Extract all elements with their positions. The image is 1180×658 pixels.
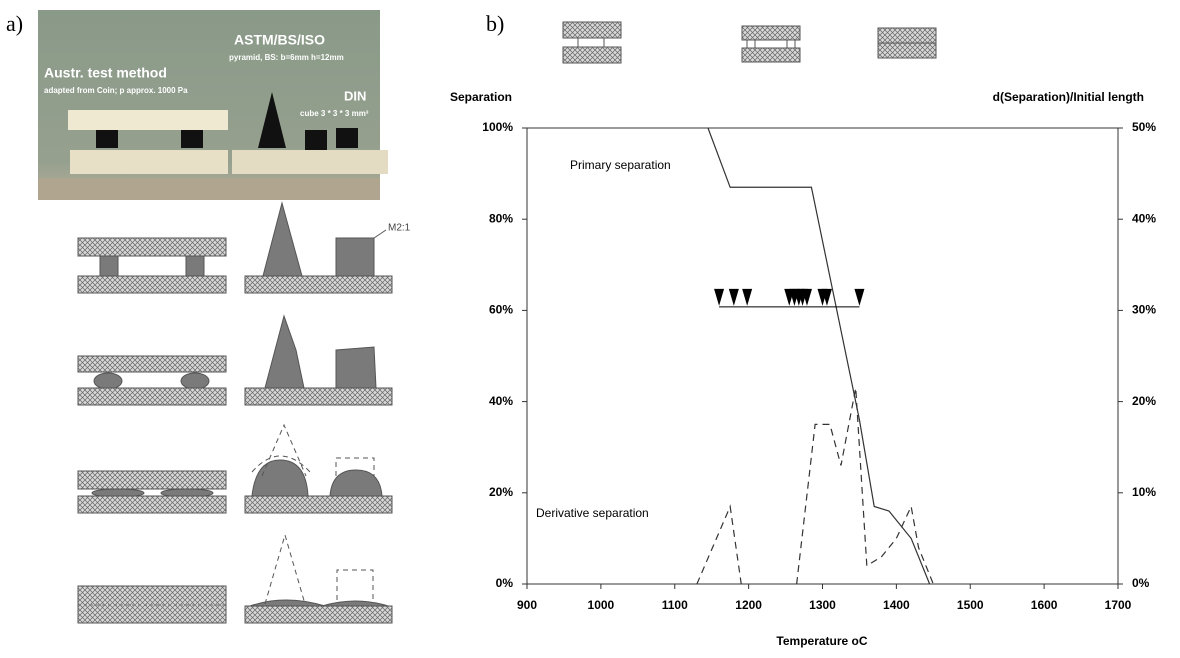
marker bbox=[728, 288, 739, 306]
panel-label: b) bbox=[486, 11, 504, 36]
y2-tick-label: 30% bbox=[1132, 303, 1156, 317]
diagrams: M2:1 bbox=[77, 201, 411, 624]
panel-label: a) bbox=[6, 11, 23, 36]
y-tick-label: 0% bbox=[496, 576, 514, 590]
photo-text: cube 3 * 3 * 3 mm³ bbox=[300, 109, 369, 118]
y2-tick-label: 10% bbox=[1132, 485, 1156, 499]
x-tick-label: 1000 bbox=[588, 598, 615, 612]
y2-tick-label: 0% bbox=[1132, 576, 1150, 590]
photo-text: adapted from Coin; p approx. 1000 Pa bbox=[44, 86, 188, 95]
x-tick-label: 1100 bbox=[662, 598, 688, 612]
y2-tick-label: 50% bbox=[1132, 120, 1156, 134]
scale-note: M2:1 bbox=[388, 223, 411, 234]
x-tick-label: 1400 bbox=[883, 598, 910, 612]
series-line bbox=[696, 387, 934, 585]
photo-text: ASTM/BS/ISO bbox=[234, 32, 325, 48]
x-tick-label: 900 bbox=[517, 598, 537, 612]
y2-tick-label: 20% bbox=[1132, 394, 1156, 408]
photo-text: DIN bbox=[344, 88, 366, 103]
photo: Austr. test method adapted from Coin; p … bbox=[38, 10, 388, 200]
y-tick-label: 60% bbox=[489, 303, 513, 317]
x-axis-title: Temperature oC bbox=[776, 634, 867, 648]
marker bbox=[854, 288, 865, 306]
y-tick-label: 80% bbox=[489, 211, 513, 225]
y-axis-title: Separation bbox=[450, 90, 512, 104]
x-tick-label: 1600 bbox=[1031, 598, 1058, 612]
chart: Separation d(Separation)/Initial length … bbox=[450, 90, 1156, 648]
setup-icons bbox=[562, 21, 937, 64]
y-tick-label: 20% bbox=[489, 485, 513, 499]
marker bbox=[742, 288, 753, 306]
photo-text: pyramid, BS: b=6mm h=12mm bbox=[229, 53, 344, 62]
x-tick-label: 1200 bbox=[735, 598, 762, 612]
y-tick-label: 40% bbox=[489, 394, 513, 408]
y-tick-label: 100% bbox=[482, 120, 513, 134]
annotation: Primary separation bbox=[570, 158, 671, 172]
marker bbox=[821, 288, 832, 306]
series-line bbox=[707, 127, 931, 585]
x-tick-label: 1300 bbox=[809, 598, 836, 612]
annotation: Derivative separation bbox=[536, 506, 649, 520]
x-tick-label: 1500 bbox=[957, 598, 984, 612]
marker bbox=[801, 288, 812, 306]
x-tick-label: 1700 bbox=[1105, 598, 1132, 612]
photo-text: Austr. test method bbox=[44, 65, 167, 81]
marker bbox=[714, 288, 725, 306]
y2-axis-title: d(Separation)/Initial length bbox=[993, 90, 1144, 104]
y2-tick-label: 40% bbox=[1132, 211, 1156, 225]
